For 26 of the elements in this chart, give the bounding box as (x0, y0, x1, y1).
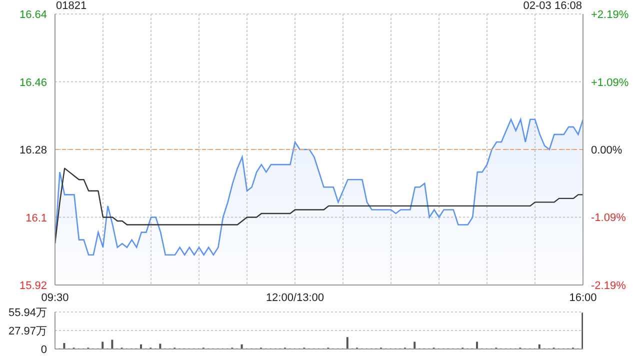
bar (63, 343, 66, 349)
y2-tick-label: 0.00% (591, 144, 622, 156)
y-tick-label: 16.1 (26, 212, 47, 224)
y-tick-label: 16.46 (19, 76, 47, 89)
y2-tick-label: -2.19% (591, 280, 626, 292)
chart-title: 01821 (56, 0, 87, 13)
bar (111, 340, 114, 349)
y2-tick-label: -1.09% (591, 212, 626, 224)
y2-tick-label: +1.09% (591, 77, 629, 90)
x-tick-label: 09:30 (41, 292, 69, 304)
y-tick-label: 0 (40, 344, 47, 356)
line-series (55, 168, 583, 244)
text: 02-03 16:08 (523, 0, 582, 13)
bar (159, 344, 162, 349)
bar (414, 342, 416, 349)
bar (346, 337, 348, 349)
bar (102, 342, 104, 349)
x-tick-label: 12:00/13:00 (266, 292, 324, 304)
y-tick-label: 16.28 (19, 144, 47, 156)
bar (476, 342, 478, 349)
x-tick-label: 16:00 (569, 292, 597, 304)
y-tick-label: 16.64 (19, 9, 47, 21)
y-tick-label: 15.92 (19, 280, 47, 292)
y2-tick-label: +2.19% (591, 9, 629, 21)
y-tick-label: 55.94万 (8, 306, 47, 319)
y-tick-label: 27.97万 (8, 325, 47, 338)
